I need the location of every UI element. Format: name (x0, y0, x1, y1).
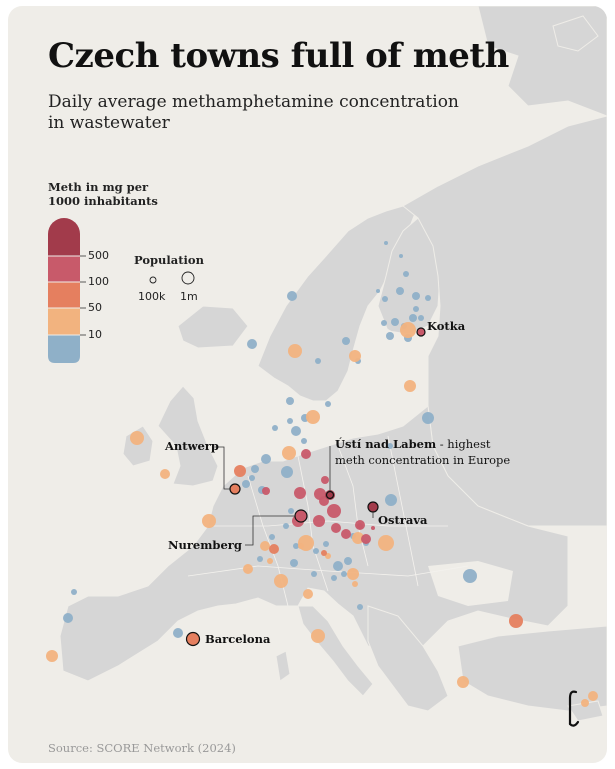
nuremberg-marker (294, 509, 308, 523)
label-antwerp: Antwerp (165, 439, 219, 453)
source-note: Source: SCORE Network (2024) (48, 741, 236, 755)
population-legend-circles (149, 271, 195, 285)
antwerp-marker (229, 483, 241, 495)
land-iceland (177, 305, 249, 349)
legend-color-bar (48, 218, 86, 363)
land-arctic-island (552, 15, 599, 52)
label-usti-note-line2: meth concentration in Europe (335, 453, 511, 467)
legend-tick-50: 50 (88, 301, 102, 314)
label-usti-note: - highest (436, 437, 491, 451)
label-barcelona: Barcelona (205, 632, 271, 646)
legend-tick-500: 500 (88, 249, 109, 262)
chart-subtitle: Daily average methamphetamine concentrat… (48, 92, 459, 133)
nuremberg-leader (245, 515, 295, 546)
land-turkey (457, 625, 607, 712)
kotka-marker (416, 327, 426, 337)
population-large-label: 1m (180, 290, 198, 303)
label-usti-name: Ústí nad Labem (335, 437, 437, 451)
barcelona-marker (185, 631, 201, 647)
publisher-logo-icon (568, 690, 580, 727)
legend-tick-100: 100 (88, 275, 109, 288)
land-balkans (367, 605, 449, 712)
label-ostrava: Ostrava (378, 513, 428, 527)
label-nuremberg: Nuremberg (168, 538, 242, 552)
legend-title: Meth in mg per 1000 inhabitants (48, 180, 158, 208)
population-legend-title: Population (134, 253, 204, 267)
land-sardinia (275, 650, 291, 682)
population-small-label: 100k (138, 290, 166, 303)
map-card: Czech towns full of meth Daily average m… (8, 6, 607, 763)
chart-title: Czech towns full of meth (48, 36, 509, 76)
land-britain (157, 385, 219, 487)
label-kotka: Kotka (427, 319, 466, 333)
land-mainland (59, 405, 569, 682)
europe-map (46, 6, 607, 727)
legend-tick-10: 10 (88, 328, 102, 341)
antwerp-leader (214, 446, 230, 490)
label-usti: Ústí nad Labem - highest (335, 437, 491, 451)
usti-marker (325, 490, 335, 500)
ostrava-marker (367, 501, 379, 513)
